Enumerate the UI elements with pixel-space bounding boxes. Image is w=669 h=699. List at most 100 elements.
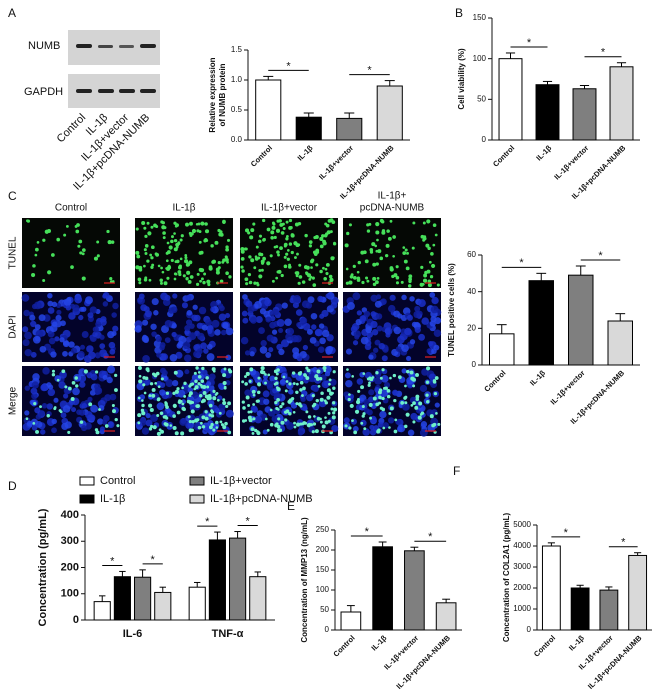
tunel-cell (436, 283, 440, 287)
nucleus (345, 348, 353, 355)
nucleus (272, 308, 280, 316)
tunel-cell (201, 415, 206, 420)
significance-label: * (601, 47, 606, 59)
tunel-cell (293, 421, 296, 425)
nucleus (225, 409, 234, 418)
nucleus (378, 342, 385, 350)
error-bar (234, 531, 241, 539)
y-tick-label: 2000 (513, 583, 531, 592)
y-tick-label: 150 (473, 13, 487, 22)
nucleus (53, 397, 59, 403)
tunel-cell (276, 408, 280, 411)
tunel-cell (170, 239, 174, 244)
nucleus (271, 415, 279, 423)
y-tick-label: 5000 (513, 520, 531, 529)
tunel-cell (356, 278, 361, 282)
tunel-cell (151, 387, 156, 392)
tunel-cell (182, 274, 186, 278)
nucleus (368, 354, 374, 360)
significance-label: * (205, 516, 210, 528)
nucleus (99, 334, 105, 340)
tunel-cell (31, 272, 36, 278)
tunel-cell (293, 425, 297, 429)
nucleus (21, 294, 30, 302)
nucleus (92, 326, 99, 333)
tunel-cell (154, 252, 158, 256)
bar (188, 586, 206, 621)
tunel-cell (430, 252, 434, 256)
tunel-cell (426, 219, 431, 224)
y-tick-label: 0 (73, 614, 79, 626)
significance-label: * (598, 250, 603, 262)
tunel-cell (150, 424, 154, 429)
tunel-cell (210, 244, 214, 248)
legend-swatch (189, 494, 205, 504)
tunel-cell (137, 421, 141, 425)
tunel-cell (225, 245, 229, 249)
tunel-cell (434, 233, 438, 237)
bar (572, 88, 597, 141)
tunel-cell (148, 403, 153, 408)
tunel-cell (257, 256, 261, 260)
nucleus (307, 296, 315, 304)
tunel-cell (257, 382, 262, 387)
tunel-cell (210, 414, 215, 418)
nucleus (51, 301, 58, 308)
panel-label: A (8, 6, 16, 20)
tunel-cell (42, 238, 46, 242)
nucleus (258, 327, 265, 334)
tunel-cell (271, 279, 275, 283)
tunel-cell (222, 398, 226, 402)
tunel-cell (56, 237, 61, 242)
tunel-cell (177, 241, 181, 245)
nucleus (162, 375, 169, 382)
tunel-cell (104, 424, 109, 428)
tunel-cell (156, 414, 160, 418)
tunel-cell (191, 420, 195, 424)
nucleus (76, 409, 82, 415)
tunel-cell (166, 276, 170, 280)
tunel-cell (143, 278, 148, 282)
tunel-cell (165, 405, 169, 409)
tunel-cell (276, 219, 280, 223)
tunel-cell (163, 226, 167, 230)
panel-label: F (453, 464, 460, 478)
tunel-cell (51, 373, 56, 377)
nucleus (182, 341, 191, 350)
tunel-cell (195, 366, 199, 370)
nucleus (144, 378, 151, 386)
tunel-cell (46, 414, 50, 418)
nucleus (99, 426, 105, 432)
tunel-cell (316, 416, 321, 421)
bar (336, 117, 363, 141)
tunel-cell (173, 238, 178, 243)
tunel-cell (248, 280, 253, 285)
nucleus (179, 418, 187, 426)
tunel-cell (391, 274, 395, 279)
column-label: Control (55, 203, 87, 214)
tunel-cell (414, 405, 419, 410)
tunel-cell (217, 260, 221, 265)
tunel-cell (275, 372, 279, 376)
tunel-cell (157, 385, 161, 389)
tunel-cell (420, 234, 425, 239)
nucleus (324, 371, 331, 377)
tunel-cell (111, 404, 115, 408)
tunel-cell (389, 376, 392, 380)
tunel-cell (310, 258, 315, 263)
nucleus (262, 374, 269, 380)
tunel-cell (152, 372, 156, 376)
tunel-cell (224, 421, 228, 426)
tunel-cell (182, 407, 186, 412)
tunel-cell (381, 407, 386, 412)
tunel-cell (288, 382, 292, 386)
y-tick-label: 400 (61, 509, 79, 521)
nucleus (393, 326, 402, 335)
tunel-cell (375, 371, 379, 375)
tunel-cell (149, 382, 154, 386)
nucleus (401, 368, 407, 374)
tunel-cell (407, 284, 412, 288)
tunel-cell (224, 255, 228, 259)
nucleus (185, 294, 192, 301)
tunel-cell (272, 222, 276, 226)
